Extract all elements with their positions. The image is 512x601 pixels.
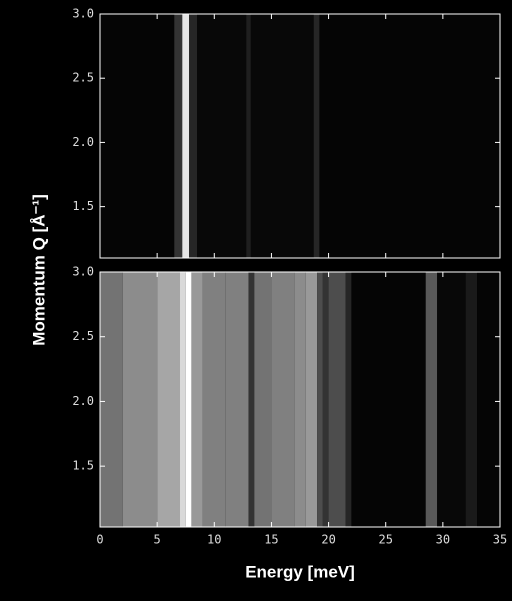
- intensity-strip: [174, 14, 183, 258]
- intensity-strip: [294, 272, 306, 527]
- intensity-strip: [319, 14, 500, 258]
- x-axis-label: Energy [meV]: [245, 562, 355, 581]
- intensity-strip: [189, 14, 198, 258]
- x-tick-label: 35: [493, 533, 507, 547]
- intensity-strip: [328, 272, 346, 527]
- intensity-strip: [437, 272, 466, 527]
- intensity-strip: [271, 272, 295, 527]
- y-tick-label: 2.0: [72, 135, 94, 149]
- y-tick-label: 3.0: [72, 7, 94, 21]
- intensity-strip: [246, 14, 251, 258]
- panel-frame: [99, 271, 501, 528]
- intensity-strip: [197, 14, 247, 258]
- panel-frame: [99, 13, 501, 259]
- x-tick-label: 0: [96, 533, 103, 547]
- intensity-strip: [100, 272, 123, 527]
- intensity-strip: [225, 272, 249, 527]
- intensity-strip: [157, 272, 180, 527]
- intensity-strip: [351, 272, 426, 527]
- intensity-strip: [248, 272, 255, 527]
- x-tick-label: 5: [154, 533, 161, 547]
- y-tick-label: 2.5: [72, 71, 94, 85]
- y-tick-label: 1.5: [72, 199, 94, 213]
- intensity-strip: [322, 272, 329, 527]
- intensity-strip: [254, 272, 272, 527]
- intensity-strip: [100, 14, 175, 258]
- intensity-strip: [185, 272, 192, 527]
- intensity-strip: [317, 272, 323, 527]
- intensity-strip: [313, 14, 320, 258]
- intensity-strip: [122, 272, 158, 527]
- y-tick-label: 3.0: [72, 265, 94, 279]
- intensity-strip: [477, 272, 500, 527]
- y-tick-label: 2.5: [72, 329, 94, 343]
- intensity-strip: [250, 14, 314, 258]
- x-tick-label: 10: [207, 533, 221, 547]
- intensity-strip: [305, 272, 318, 527]
- x-tick-label: 25: [378, 533, 392, 547]
- intensity-strip: [202, 272, 226, 527]
- y-tick-label: 1.5: [72, 459, 94, 473]
- intensity-strip: [182, 14, 190, 258]
- intensity-strip: [465, 272, 478, 527]
- intensity-strip: [191, 272, 203, 527]
- y-tick-label: 2.0: [72, 394, 94, 408]
- x-tick-label: 15: [264, 533, 278, 547]
- x-tick-label: 30: [436, 533, 450, 547]
- intensity-strip: [180, 272, 186, 527]
- intensity-strip: [345, 272, 352, 527]
- y-axis-label: Momentum Q [Å⁻¹]: [29, 194, 48, 346]
- intensity-strip: [425, 272, 438, 527]
- x-tick-label: 20: [321, 533, 335, 547]
